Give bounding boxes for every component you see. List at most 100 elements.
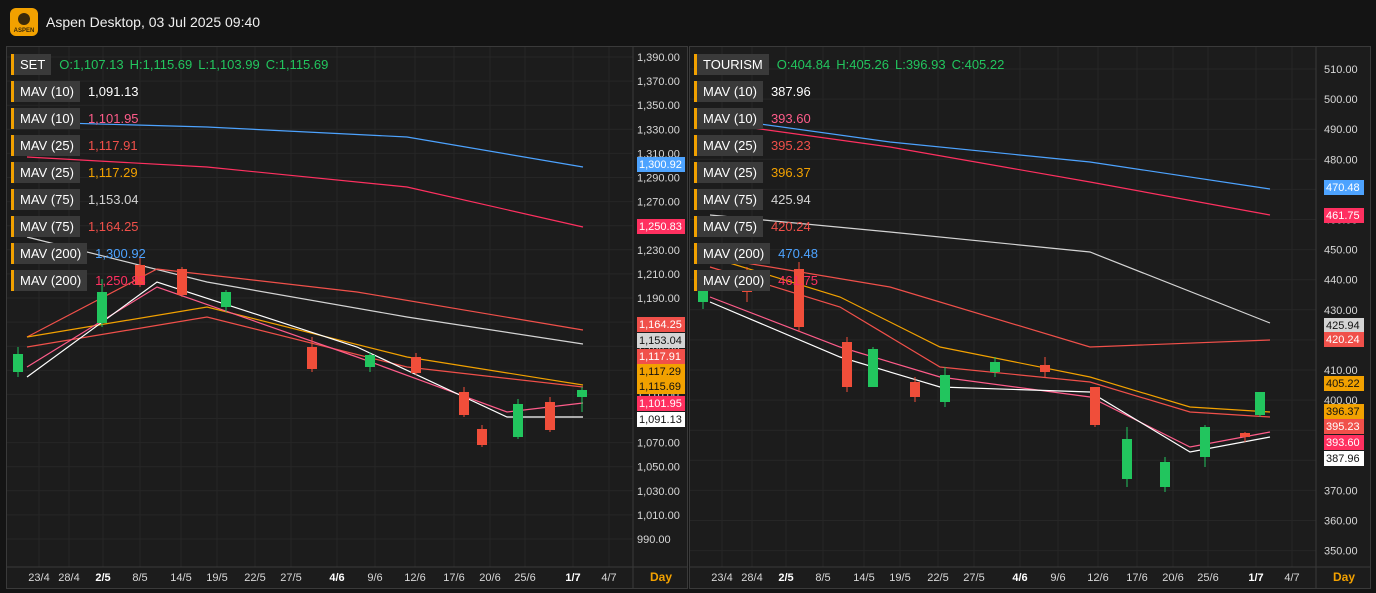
mav-row: MAV (200) 1,300.92 [11, 240, 334, 267]
mav-row: MAV (10) 1,091.13 [11, 78, 334, 105]
mav-tag[interactable]: MAV (25) [11, 135, 80, 156]
mav-tag[interactable]: MAV (200) [11, 270, 88, 291]
mav-row: MAV (25) 395.23 [694, 132, 1010, 159]
mav-tag[interactable]: MAV (25) [694, 162, 763, 183]
y-tick-label: 1,350.00 [637, 100, 680, 112]
symbol-tag[interactable]: SET [11, 54, 52, 75]
price-badge-label: 1,091.13 [639, 414, 682, 426]
y-tick-label: 510.00 [1324, 64, 1358, 76]
mav-tag[interactable]: MAV (10) [694, 81, 763, 102]
y-tick-label: 1,030.00 [637, 486, 680, 498]
y-tick-label: 1,070.00 [637, 438, 680, 450]
y-tick-label: 1,230.00 [637, 245, 680, 257]
y-tick-label: 1,330.00 [637, 124, 680, 136]
candle-body [1200, 427, 1210, 457]
price-badge [637, 349, 685, 364]
mav-tag[interactable]: MAV (200) [11, 243, 88, 264]
y-tick-label: 360.00 [1324, 516, 1358, 528]
price-badge [637, 396, 685, 411]
price-badge [637, 317, 685, 332]
x-tick-label: 17/6 [1126, 572, 1147, 584]
symbol-tag[interactable]: TOURISM [694, 54, 769, 75]
x-tick-label: 27/5 [963, 572, 984, 584]
price-badge [1324, 404, 1364, 419]
y-tick-label: 1,210.00 [637, 269, 680, 281]
mav-value: 461.75 [778, 273, 818, 288]
mav-tag[interactable]: MAV (25) [11, 162, 80, 183]
candle-body [545, 402, 555, 430]
price-badge-label: 461.75 [1326, 210, 1360, 222]
mav-row: MAV (25) 1,117.29 [11, 159, 334, 186]
x-tick-label: 19/5 [206, 572, 227, 584]
price-badge-label: 405.22 [1326, 378, 1360, 390]
candlestick-chart-set[interactable]: 1,390.001,370.001,350.001,330.001,310.00… [7, 47, 687, 588]
candle-body [1090, 387, 1100, 425]
candle-body [842, 342, 852, 387]
mav-tag[interactable]: MAV (200) [694, 243, 771, 264]
x-tick-label: 14/5 [170, 572, 191, 584]
price-badge-label: 1,101.95 [639, 398, 682, 410]
price-badge-label: 387.96 [1326, 453, 1360, 465]
moving-average-line [26, 268, 584, 338]
mav-tag[interactable]: MAV (75) [11, 189, 80, 210]
x-tick-label: 25/6 [1197, 572, 1218, 584]
mav-value: 1,117.29 [87, 165, 138, 180]
candle-body [577, 390, 587, 397]
x-tick-label: 8/5 [132, 572, 147, 584]
x-tick-label: 28/4 [741, 572, 762, 584]
x-tick-label: 4/7 [1284, 572, 1299, 584]
y-tick-label: 1,010.00 [637, 510, 680, 522]
mav-row: MAV (75) 420.24 [694, 213, 1010, 240]
moving-average-line [26, 236, 584, 345]
mav-tag[interactable]: MAV (25) [694, 135, 763, 156]
moving-average-line [709, 214, 1271, 324]
mav-tag[interactable]: MAV (75) [694, 189, 763, 210]
mav-row: MAV (200) 1,250.83 [11, 267, 334, 294]
y-tick-label: 500.00 [1324, 94, 1358, 106]
mav-tag[interactable]: MAV (10) [694, 108, 763, 129]
mav-tag[interactable]: MAV (200) [694, 270, 771, 291]
candle-body [13, 354, 23, 372]
candle-body [307, 347, 317, 369]
x-tick-label: 1/7 [565, 572, 580, 584]
price-badge [1324, 208, 1364, 223]
candle-body [794, 269, 804, 327]
x-tick-label: 8/5 [815, 572, 830, 584]
x-tick-label: 27/5 [280, 572, 301, 584]
candle-body [698, 285, 708, 302]
mav-tag[interactable]: MAV (75) [694, 216, 763, 237]
mav-row: MAV (10) 387.96 [694, 78, 1010, 105]
x-tick-label: 2/5 [95, 572, 110, 584]
mav-tag[interactable]: MAV (75) [11, 216, 80, 237]
candle-body [97, 292, 107, 323]
mav-tag[interactable]: MAV (10) [11, 81, 80, 102]
candle-body [868, 349, 878, 387]
mav-tag[interactable]: MAV (10) [11, 108, 80, 129]
candle-body [477, 429, 487, 445]
x-tick-label: 4/6 [329, 572, 344, 584]
chart-panel-tourism[interactable]: 510.00500.00490.00480.00470.00460.00450.… [689, 46, 1371, 589]
mav-value: 1,300.92 [95, 246, 146, 261]
candlestick-chart-tourism[interactable]: 510.00500.00490.00480.00470.00460.00450.… [690, 47, 1370, 588]
y-tick-label: 480.00 [1324, 154, 1358, 166]
price-badge [1324, 435, 1364, 450]
candle-body [1040, 365, 1050, 372]
candle-body [1240, 433, 1250, 437]
moving-average-line [709, 121, 1271, 216]
y-tick-label: 490.00 [1324, 124, 1358, 136]
candle-body [365, 355, 375, 367]
x-tick-label: 17/6 [443, 572, 464, 584]
x-tick-label: 4/6 [1012, 572, 1027, 584]
mav-value: 1,164.25 [87, 219, 139, 234]
y-tick-label: 1,190.00 [637, 293, 680, 305]
chart-panel-set[interactable]: 1,390.00 1,370.00 1,350.00 1,330.00 1,310.00… [6, 46, 688, 589]
price-badge [1324, 419, 1364, 434]
mav-value: 395.23 [770, 138, 811, 153]
aspen-logo-icon[interactable]: ASPEN [10, 8, 38, 36]
candle-body [459, 392, 469, 415]
mav-row: MAV (200) 461.75 [694, 267, 1010, 294]
mav-row: MAV (75) 1,164.25 [11, 213, 334, 240]
moving-average-line [26, 316, 584, 388]
candle-body [177, 269, 187, 295]
price-badge [1324, 376, 1364, 391]
